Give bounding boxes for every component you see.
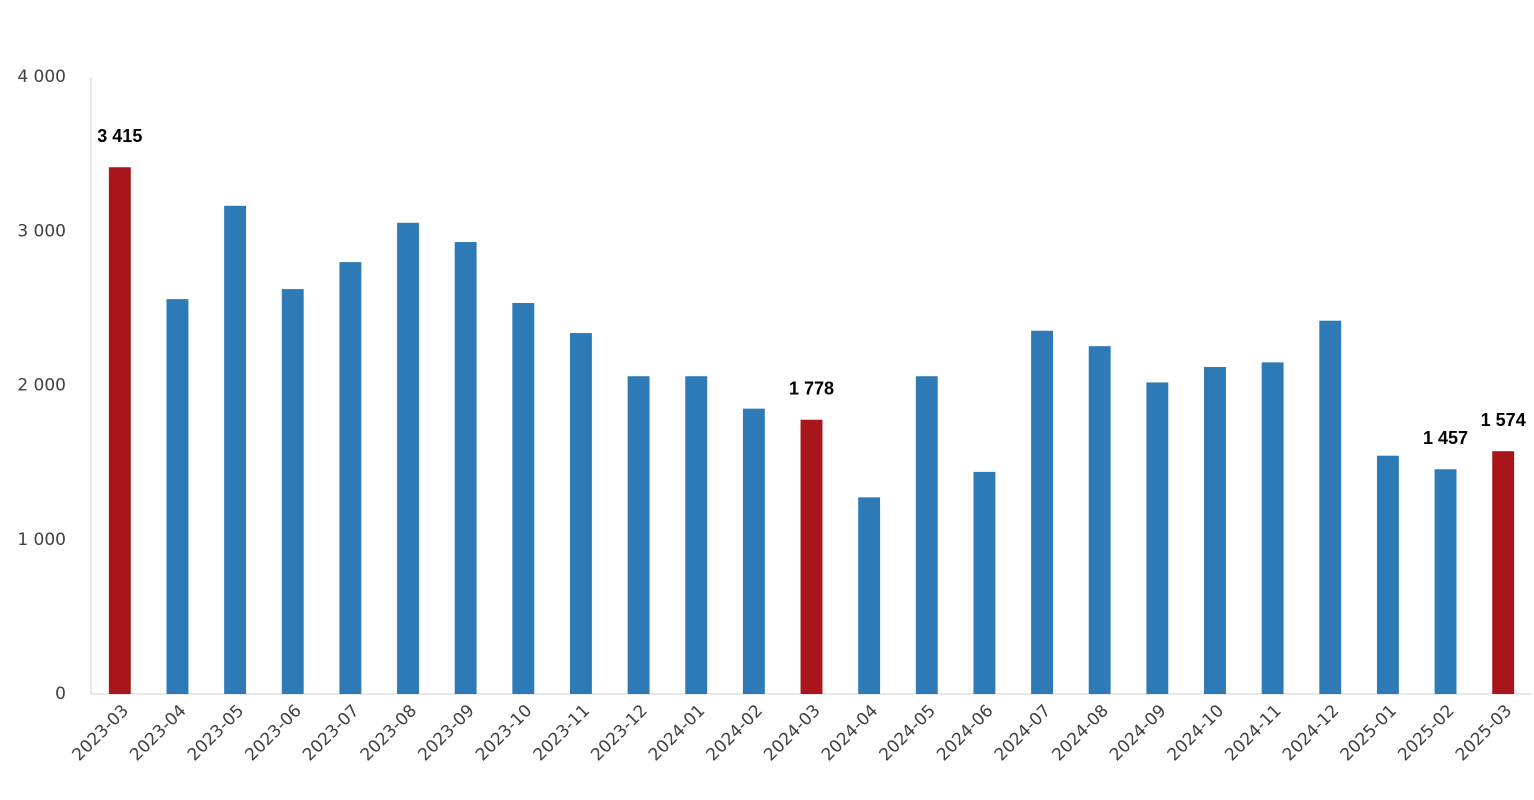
bar (1434, 469, 1457, 694)
x-tick-label: 2024-05 (875, 701, 939, 765)
x-tick-label: 2024-12 (1279, 701, 1343, 765)
y-tick-label: 1 000 (17, 530, 66, 550)
x-tick-label: 2025-03 (1452, 701, 1516, 765)
bar (397, 222, 419, 695)
bar (166, 299, 189, 694)
bar (685, 376, 708, 694)
bar (973, 471, 996, 694)
bar (800, 419, 823, 694)
bar (224, 205, 247, 694)
x-tick-label: 2023-11 (530, 701, 594, 765)
x-tick-label: 2024-01 (645, 701, 709, 765)
x-tick-label: 2023-05 (184, 701, 248, 765)
y-tick-label: 3 000 (17, 221, 66, 241)
x-tick-label: 2023-10 (472, 701, 536, 765)
x-tick-label: 2024-10 (1164, 701, 1228, 765)
bar (569, 333, 592, 694)
bar (281, 289, 304, 694)
y-tick-label: 2 000 (17, 376, 66, 396)
x-tick-label: 2024-02 (703, 701, 767, 765)
y-tick-label: 4 000 (17, 67, 66, 87)
bar (742, 408, 765, 694)
x-tick-label: 2023-04 (126, 701, 190, 765)
x-tick-label: 2025-01 (1337, 701, 1401, 765)
value-label: 1 574 (1481, 410, 1526, 430)
value-label: 3 415 (97, 126, 142, 146)
x-tick-label: 2024-08 (1048, 701, 1112, 765)
x-tick-label: 2023-12 (587, 701, 651, 765)
value-label: 1 457 (1423, 428, 1468, 448)
bar (1088, 346, 1111, 694)
x-tick-label: 2023-09 (414, 701, 478, 765)
x-tick-label: 2024-07 (991, 701, 1055, 765)
bar (1376, 455, 1399, 694)
y-tick-label: 0 (55, 684, 66, 704)
bar (339, 262, 362, 694)
x-tick-label: 2023-03 (69, 701, 133, 765)
bar (1261, 362, 1284, 694)
x-tick-label: 2024-11 (1221, 701, 1285, 765)
x-tick-label: 2023-07 (299, 701, 363, 765)
bar (108, 167, 131, 694)
bar (627, 376, 650, 694)
x-tick-label: 2023-08 (357, 701, 421, 765)
bar (1319, 320, 1342, 694)
bar (1204, 366, 1226, 694)
bar (1146, 382, 1169, 694)
x-tick-label: 2025-02 (1394, 701, 1458, 765)
bar (1492, 451, 1515, 694)
bar (858, 497, 881, 694)
x-tick-label: 2024-06 (933, 701, 997, 765)
value-label: 1 778 (789, 378, 834, 398)
x-tick-label: 2023-06 (241, 701, 305, 765)
x-tick-label: 2024-03 (760, 701, 824, 765)
bar (915, 376, 938, 694)
bar (512, 302, 535, 694)
bar (454, 242, 477, 695)
x-tick-label: 2024-04 (818, 701, 882, 765)
x-tick-label: 2024-09 (1106, 701, 1170, 765)
bar (1031, 330, 1054, 694)
